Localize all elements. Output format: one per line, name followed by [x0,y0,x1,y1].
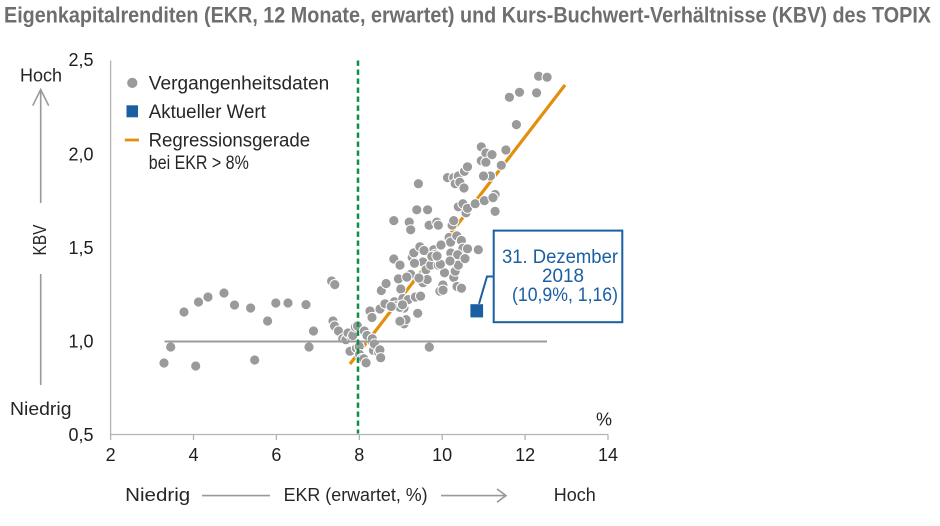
svg-text:KBV: KBV [30,225,50,256]
svg-text:0,5: 0,5 [68,425,93,445]
svg-text:14: 14 [598,445,618,465]
svg-text:2: 2 [106,445,116,465]
svg-text:Eigenkapitalrenditen (EKR, 12: Eigenkapitalrenditen (EKR, 12 Monate, er… [4,3,931,28]
svg-text:Hoch: Hoch [554,485,596,505]
svg-text:Niedrig: Niedrig [125,485,190,505]
svg-text:Niedrig: Niedrig [10,399,72,419]
svg-text:8: 8 [354,445,364,465]
svg-text:31. Dezember: 31. Dezember [502,247,619,268]
svg-text:%: % [596,410,612,430]
svg-text:Aktueller Wert: Aktueller Wert [149,102,267,123]
svg-text:Hoch: Hoch [20,66,62,86]
svg-text:10: 10 [432,445,452,465]
svg-text:2,0: 2,0 [68,145,93,165]
svg-text:12: 12 [515,445,535,465]
svg-text:1,0: 1,0 [68,332,93,352]
svg-text:4: 4 [188,445,198,465]
svg-text:2,5: 2,5 [68,50,93,70]
svg-text:Vergangenheitsdaten: Vergangenheitsdaten [149,73,329,94]
svg-text:EKR (erwartet, %): EKR (erwartet, %) [284,485,428,505]
svg-text:6: 6 [271,445,281,465]
svg-text:bei EKR > 8%: bei EKR > 8% [149,153,249,174]
svg-text:1,5: 1,5 [68,238,93,258]
svg-text:(10,9%, 1,16): (10,9%, 1,16) [512,285,618,306]
svg-text:Regressionsgerade: Regressionsgerade [149,131,311,152]
svg-text:2018: 2018 [542,266,584,287]
